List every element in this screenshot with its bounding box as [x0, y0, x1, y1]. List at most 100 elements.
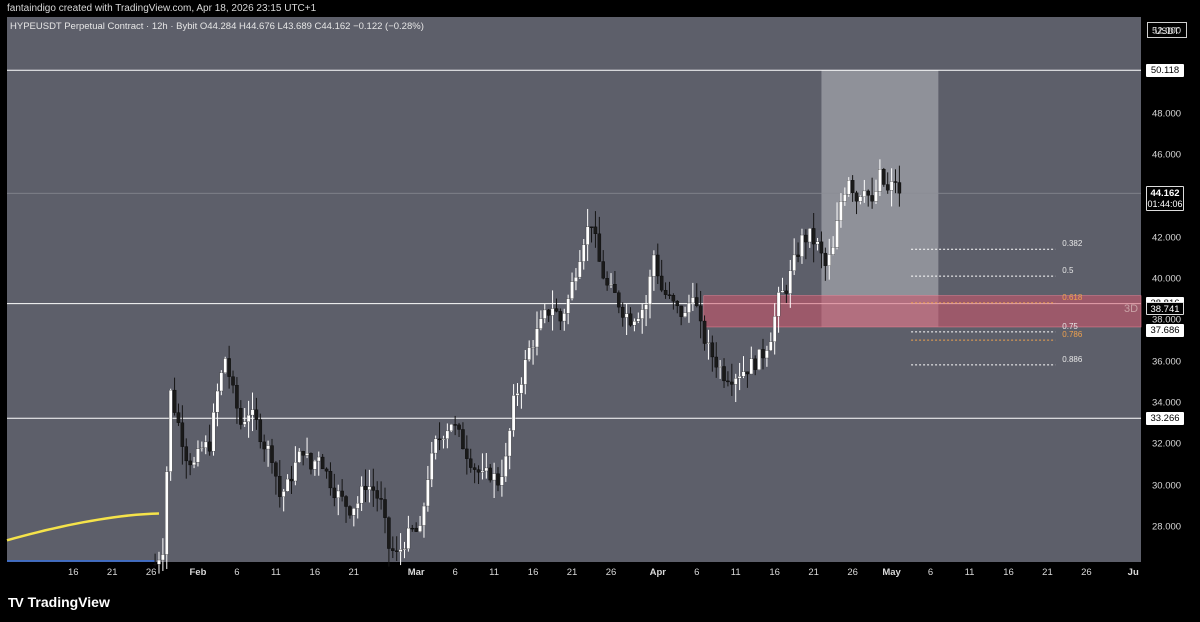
candle-body[interactable]: [636, 318, 641, 322]
candle-body[interactable]: [172, 389, 177, 413]
candle-body[interactable]: [410, 527, 415, 530]
candle-body[interactable]: [893, 181, 898, 183]
candle-body[interactable]: [683, 312, 687, 317]
candle-body[interactable]: [710, 342, 715, 358]
candle-body[interactable]: [313, 460, 317, 470]
candle-body[interactable]: [394, 550, 399, 552]
candle-body[interactable]: [211, 412, 216, 452]
candle-body[interactable]: [414, 527, 418, 532]
candle-body[interactable]: [488, 467, 492, 481]
candle-body[interactable]: [659, 275, 664, 291]
candle-body[interactable]: [808, 228, 812, 243]
candle-body[interactable]: [714, 356, 718, 368]
candle-body[interactable]: [858, 196, 863, 202]
candle-body[interactable]: [207, 441, 212, 452]
candle-body[interactable]: [691, 297, 695, 304]
level-price-tag[interactable]: 33.266: [1146, 411, 1184, 425]
candle-body[interactable]: [800, 234, 804, 257]
candle-body[interactable]: [391, 548, 395, 551]
candle-body[interactable]: [718, 366, 722, 368]
candle-body[interactable]: [882, 169, 886, 185]
candle-body[interactable]: [741, 371, 746, 377]
candle-body[interactable]: [445, 430, 450, 439]
candle-body[interactable]: [776, 292, 781, 317]
candle-body[interactable]: [811, 228, 816, 245]
candle-body[interactable]: [593, 226, 598, 234]
candle-body[interactable]: [515, 393, 520, 396]
candle-body[interactable]: [165, 471, 169, 555]
candle-body[interactable]: [472, 467, 477, 470]
candle-body[interactable]: [722, 366, 726, 382]
candle-body[interactable]: [484, 467, 489, 472]
candle-body[interactable]: [242, 421, 247, 425]
candle-body[interactable]: [437, 438, 442, 441]
candle-body[interactable]: [297, 451, 302, 463]
candle-body[interactable]: [344, 496, 348, 507]
candle-body[interactable]: [761, 349, 765, 359]
candle-body[interactable]: [566, 298, 570, 314]
candle-body[interactable]: [846, 180, 851, 195]
candle-body[interactable]: [671, 295, 676, 302]
zone-bottom-price-tag[interactable]: 37.686: [1146, 323, 1184, 337]
candle-body[interactable]: [258, 419, 263, 443]
candle-body[interactable]: [819, 241, 824, 254]
candle-body[interactable]: [203, 441, 208, 448]
candle-body[interactable]: [188, 460, 192, 466]
candle-body[interactable]: [449, 424, 453, 432]
candle-body[interactable]: [804, 234, 808, 243]
candle-body[interactable]: [285, 478, 290, 492]
candle-body[interactable]: [702, 320, 707, 344]
candle-body[interactable]: [433, 438, 438, 454]
candle-body[interactable]: [348, 506, 352, 516]
candle-body[interactable]: [504, 455, 508, 477]
symbol-legend[interactable]: HYPEUSDT Perpetual Contract · 12h · Bybi…: [10, 21, 424, 32]
candle-body[interactable]: [878, 169, 882, 192]
candle-body[interactable]: [250, 409, 255, 416]
candle-body[interactable]: [441, 438, 446, 440]
candle-body[interactable]: [196, 448, 200, 463]
candle-body[interactable]: [465, 448, 469, 459]
candle-body[interactable]: [581, 244, 586, 262]
candle-body[interactable]: [527, 347, 531, 360]
candle-body[interactable]: [215, 390, 220, 413]
candle-body[interactable]: [161, 554, 165, 561]
candle-body[interactable]: [418, 525, 422, 532]
candle-body[interactable]: [698, 305, 703, 322]
candle-body[interactable]: [262, 441, 266, 450]
candle-body[interactable]: [546, 309, 551, 316]
candle-body[interactable]: [317, 456, 321, 462]
candle-body[interactable]: [507, 430, 512, 457]
candle-body[interactable]: [371, 486, 376, 491]
candle-body[interactable]: [453, 424, 457, 426]
candle-body[interactable]: [219, 372, 224, 392]
demand-zone[interactable]: [703, 295, 1142, 328]
candle-body[interactable]: [897, 182, 902, 194]
candle-body[interactable]: [605, 278, 609, 286]
brand-logo[interactable]: TV TradingView: [8, 594, 110, 610]
candle-body[interactable]: [461, 429, 465, 450]
level-price-tag[interactable]: 50.118: [1146, 63, 1184, 77]
target-box[interactable]: [821, 70, 939, 327]
candle-body[interactable]: [480, 470, 485, 473]
candle-body[interactable]: [274, 462, 278, 477]
candle-body[interactable]: [278, 476, 282, 497]
candle-body[interactable]: [293, 462, 298, 482]
candle-body[interactable]: [788, 270, 793, 294]
candle-body[interactable]: [387, 517, 391, 549]
candle-body[interactable]: [309, 453, 313, 470]
candle-body[interactable]: [476, 469, 481, 473]
candle-body[interactable]: [726, 380, 730, 383]
candle-body[interactable]: [585, 226, 590, 245]
current-price-tag[interactable]: 44.162 01:44:06: [1146, 186, 1184, 212]
candle-body[interactable]: [289, 478, 294, 482]
candle-body[interactable]: [235, 385, 239, 409]
candle-body[interactable]: [320, 456, 325, 470]
candle-body[interactable]: [644, 304, 648, 310]
candle-body[interactable]: [359, 485, 364, 504]
candle-body[interactable]: [157, 559, 161, 565]
candle-body[interactable]: [772, 316, 777, 342]
candle-body[interactable]: [597, 233, 602, 262]
candle-body[interactable]: [168, 389, 173, 472]
candle-body[interactable]: [792, 254, 796, 271]
